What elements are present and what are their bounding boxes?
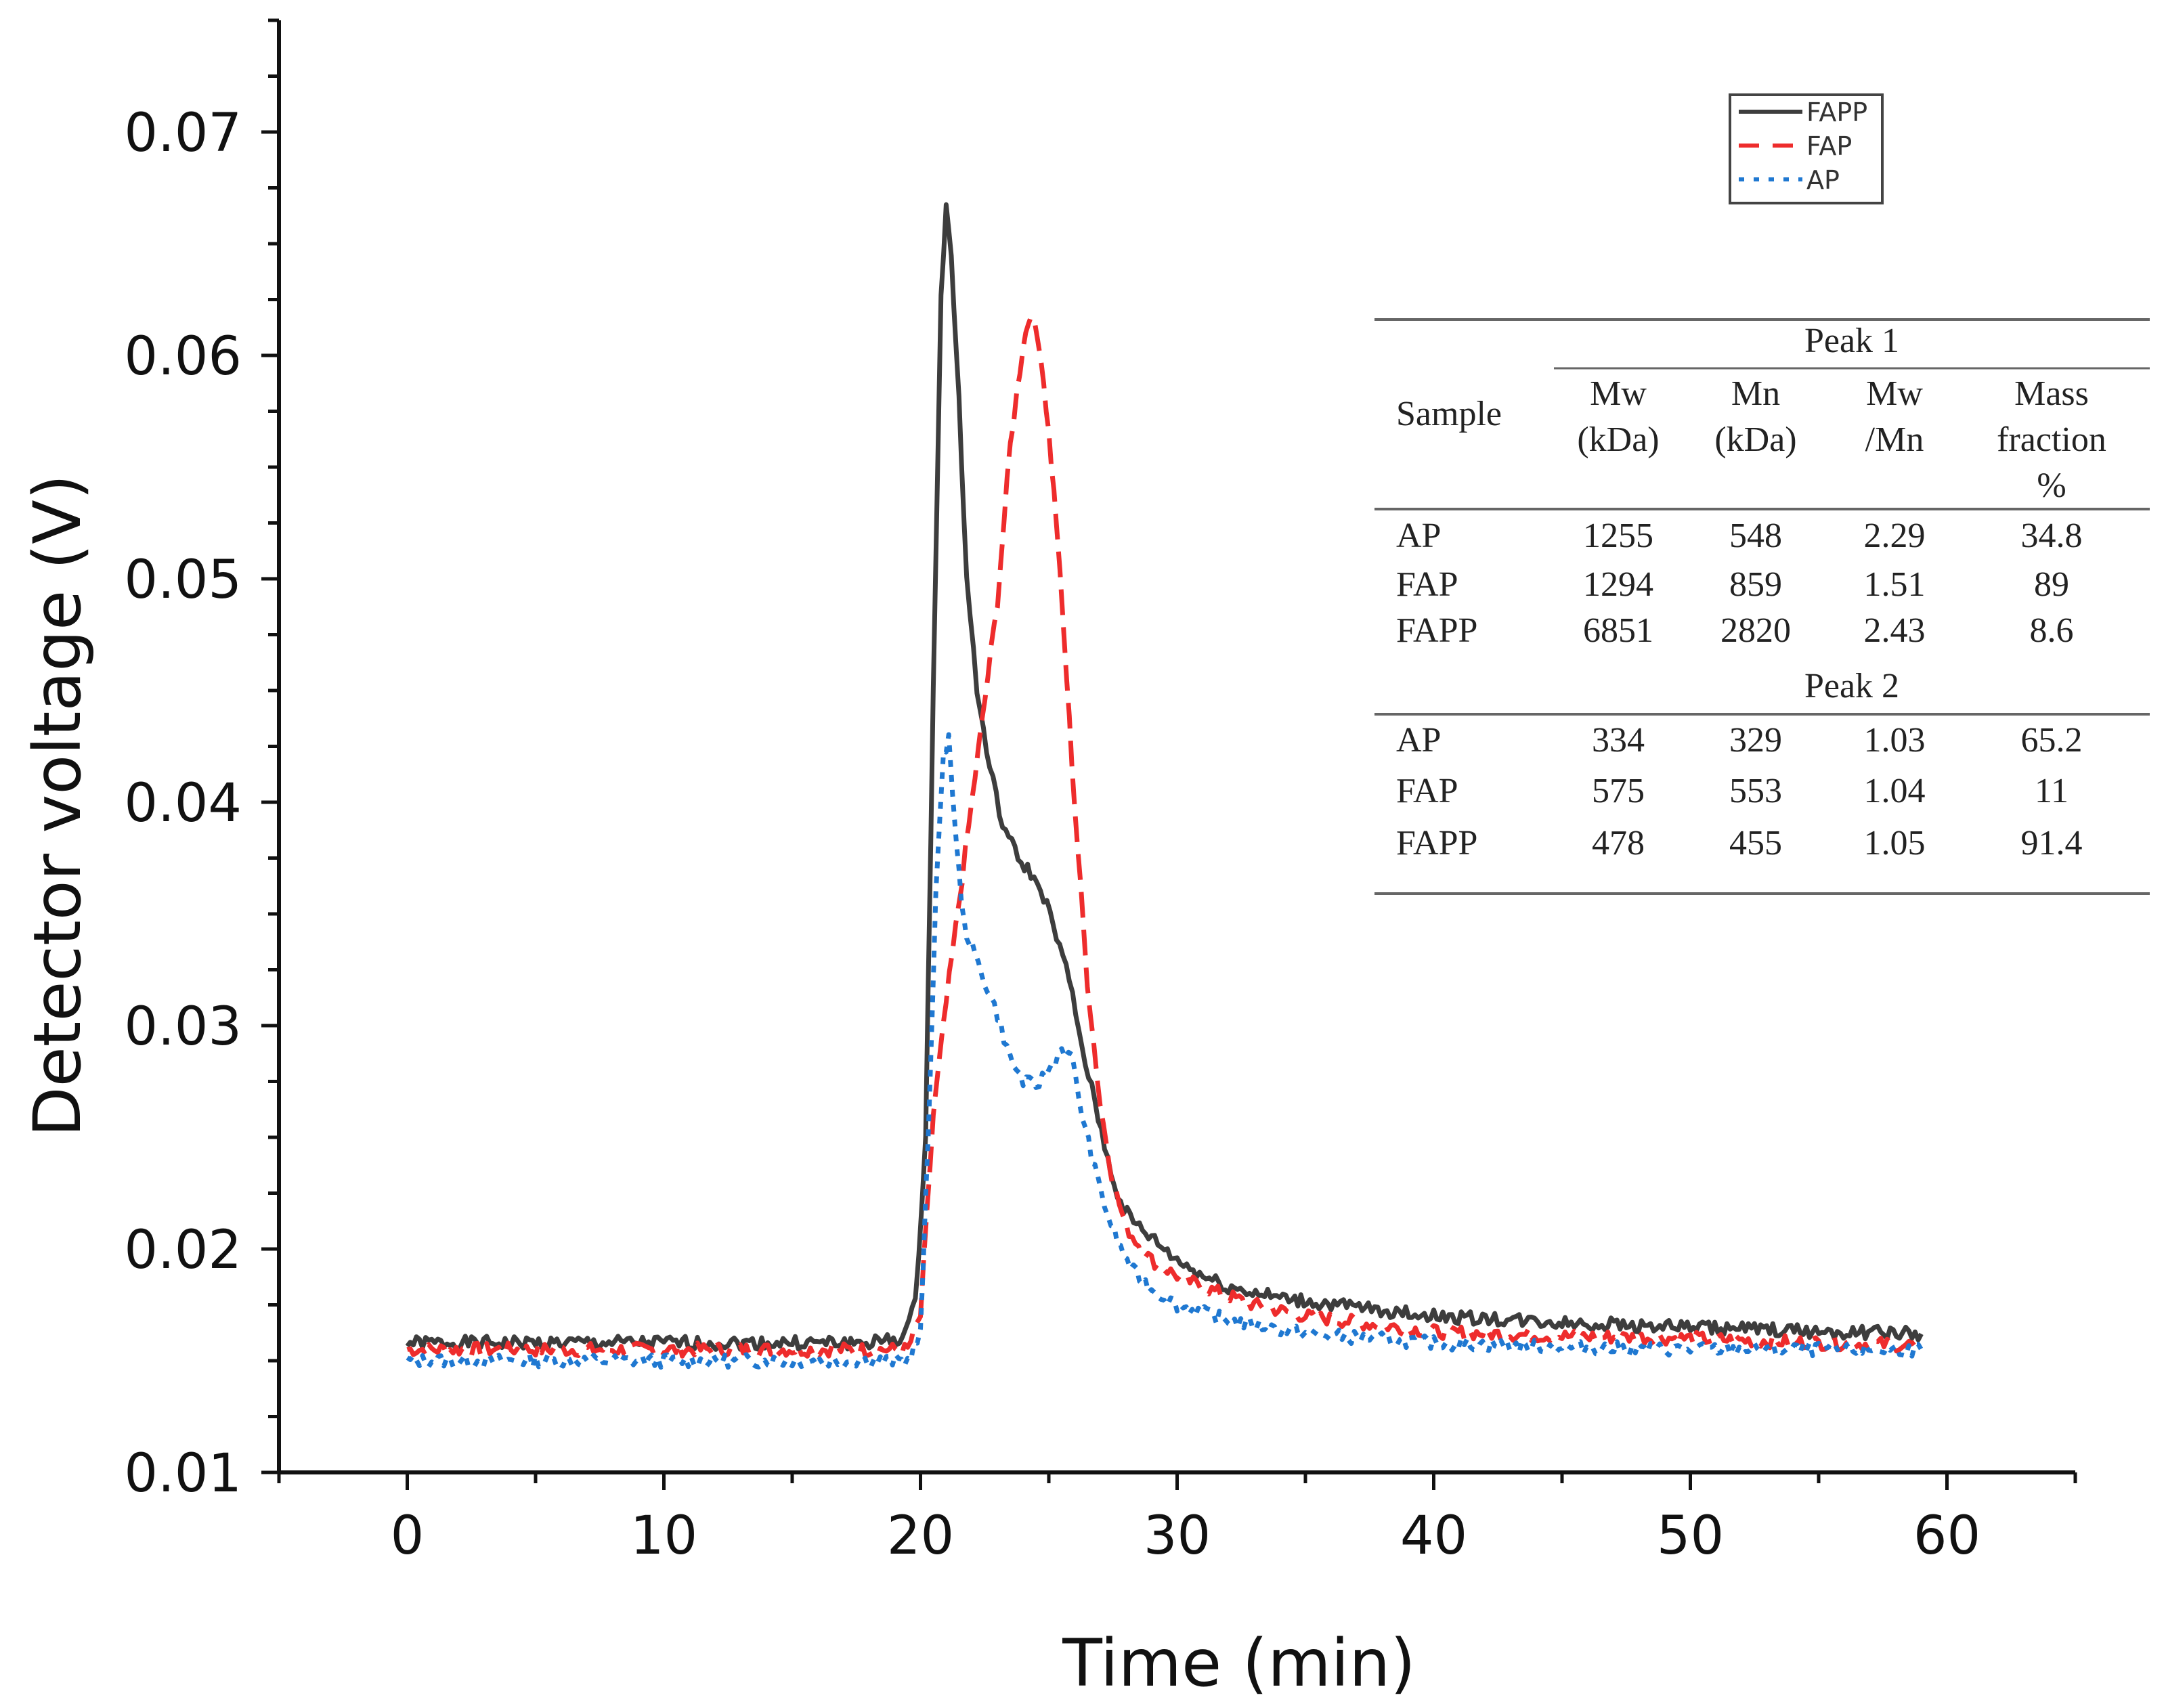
x-tick-label: 0 (391, 1506, 425, 1567)
table-cell: FAP (1396, 565, 1458, 604)
legend-label-fapp: FAPP (1806, 97, 1867, 127)
legend: FAPP FAP AP (1729, 93, 1884, 204)
table-cell: 548 (1729, 517, 1782, 555)
table-cell: AP (1396, 721, 1441, 760)
table-header-sample: Sample (1396, 395, 1502, 433)
table-cell: 455 (1729, 824, 1782, 862)
table-column-header: % (2037, 466, 2066, 505)
y-tick-label: 0.02 (124, 1220, 242, 1281)
table-column-header: (kDa) (1577, 420, 1659, 459)
table-cell: 1.04 (1864, 772, 1926, 810)
y-tick-label: 0.06 (124, 326, 242, 387)
table-cell: 2.29 (1864, 517, 1926, 555)
table-cell: 91.4 (2021, 824, 2083, 862)
table-column-header: Mw (1590, 374, 1647, 413)
table-column-header: fraction (1997, 420, 2106, 459)
series-line-fap (406, 315, 1924, 1359)
table-cell: 859 (1729, 565, 1782, 604)
table-cell: 329 (1729, 721, 1782, 760)
x-axis-title: Time (min) (1062, 1625, 1415, 1701)
table-cell: 1.05 (1864, 824, 1926, 862)
table-column-header: /Mn (1865, 420, 1924, 459)
x-tick-label: 60 (1913, 1506, 1980, 1567)
table-cell: 34.8 (2021, 517, 2083, 555)
table-cell: 575 (1592, 772, 1645, 810)
table-column-header: Mass (2014, 374, 2089, 413)
table-cell: 2820 (1720, 611, 1791, 650)
legend-label-fap: FAP (1806, 131, 1852, 161)
x-tick-label: 10 (630, 1506, 697, 1567)
table-group-label: Peak 2 (1804, 667, 1899, 705)
table-cell: FAPP (1396, 824, 1477, 862)
y-tick-label: 0.07 (124, 103, 242, 164)
table-cell: 334 (1592, 721, 1645, 760)
table-cell: 478 (1592, 824, 1645, 862)
table-column-header: (kDa) (1714, 420, 1796, 459)
table-cell: 1.03 (1864, 721, 1926, 760)
x-tick-label: 20 (887, 1506, 954, 1567)
tick-labels: 0 10 20 30 40 50 60 0.01 0.02 0.03 0.04 0.05 0.06 0.0… (124, 103, 1980, 1567)
x-tick-label: 40 (1400, 1506, 1467, 1567)
table-cell: 553 (1729, 772, 1782, 810)
table-cell: 8.6 (2030, 611, 2074, 650)
table-cell: 89 (2034, 565, 2069, 604)
table-cell: 11 (2035, 772, 2068, 810)
table-column-header: Mw (1866, 374, 1923, 413)
y-tick-label: 0.03 (124, 997, 242, 1057)
table-cell: 1294 (1583, 565, 1653, 604)
table-cell: 65.2 (2021, 721, 2083, 760)
table-cell: 6851 (1583, 611, 1653, 650)
y-axis-title: Detector voltage (V) (20, 475, 95, 1137)
table-column-header: Mn (1731, 374, 1780, 413)
series-line-ap (406, 732, 1924, 1370)
table-cell: 1255 (1583, 517, 1653, 555)
legend-label-ap: AP (1806, 165, 1840, 195)
table-cell: 2.43 (1864, 611, 1926, 650)
series-layer (405, 202, 1924, 1370)
axes-layer (261, 18, 2077, 1490)
table-cell: AP (1396, 517, 1441, 555)
table-cell: 1.51 (1864, 565, 1926, 604)
x-tick-label: 30 (1144, 1506, 1211, 1567)
table-cell: FAP (1396, 772, 1458, 810)
y-tick-label: 0.05 (124, 550, 242, 611)
inset-table: Sample Peak 1 Mw (kDa) Mn (kDa) Mw/Mn Mass fract… (1374, 318, 2150, 895)
x-tick-label: 50 (1657, 1506, 1724, 1567)
table-cell: FAPP (1396, 611, 1477, 650)
table-group-label: Peak 1 (1804, 322, 1899, 360)
series-line-fapp (405, 202, 1924, 1352)
y-tick-label: 0.01 (124, 1443, 242, 1504)
y-tick-label: 0.04 (124, 773, 242, 834)
